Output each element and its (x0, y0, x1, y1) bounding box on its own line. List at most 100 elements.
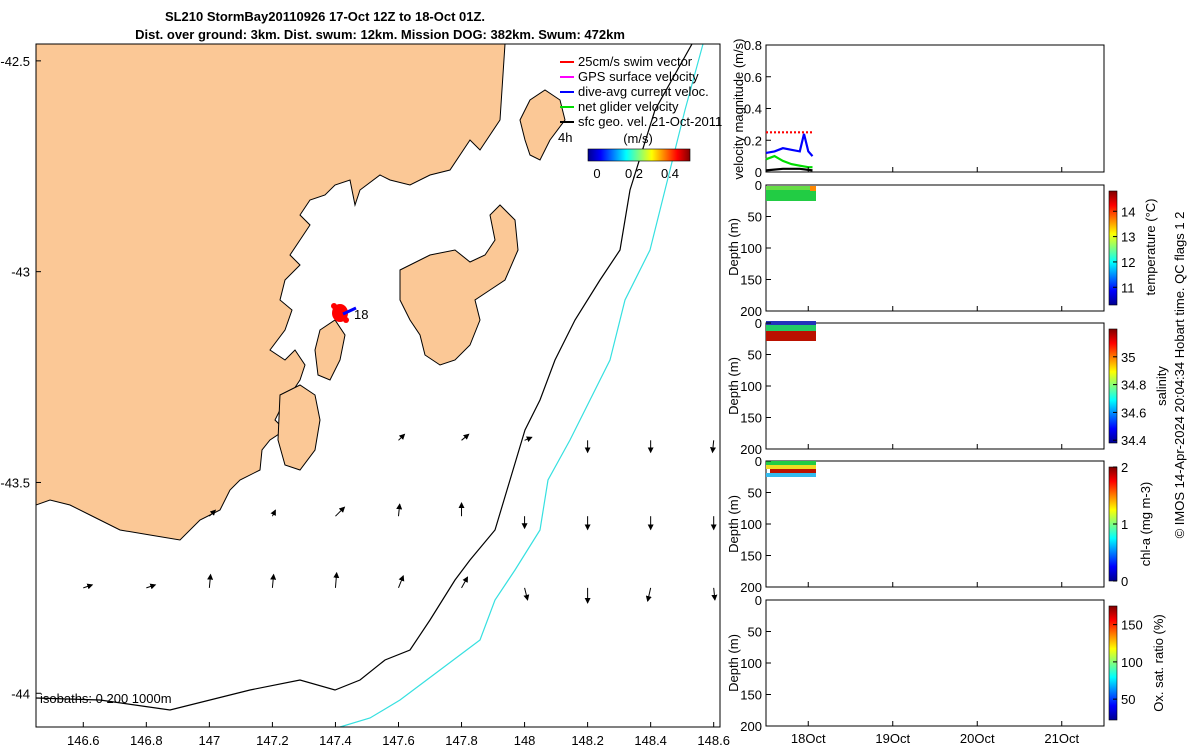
map-x-tick-label: 147.6 (382, 733, 415, 748)
salinity-clabel: salinity (1154, 366, 1169, 406)
temperature-colorbar-tick: 13 (1121, 230, 1135, 245)
oxygen-y-tick-label: 200 (740, 719, 762, 734)
map-y-ticks: -42.5 -43 -43.5 -44 (0, 54, 41, 701)
isobaths-label: isobaths: 0 200 1000m (40, 691, 172, 706)
chla-y-tick-label: 100 (740, 517, 762, 532)
oxygen-clabel: Ox. sat. ratio (%) (1151, 614, 1166, 712)
glider-track (331, 303, 357, 323)
legend-label: GPS surface velocity (578, 69, 699, 84)
temperature-y-tick-label: 150 (740, 273, 762, 288)
time-x-ticks: 18Oct 19Oct 20Oct 21Oct (791, 167, 1079, 746)
map-x-tick-label: 148.2 (571, 733, 604, 748)
land-peninsula (399, 204, 519, 366)
current-vector (398, 574, 405, 589)
time-x-tick-label: 19Oct (875, 731, 910, 746)
footer-text: © IMOS 14-Apr-2024 20:04:34 Hobart time.… (1172, 212, 1187, 539)
oxygen-colorbar (1108, 605, 1118, 721)
salinity-colorbar-tick: 35 (1121, 350, 1135, 365)
temperature-axes-box (765, 184, 1105, 312)
current-vector (209, 509, 217, 517)
land-peninsula-small (314, 319, 346, 381)
current-vector (524, 436, 533, 443)
map-x-tick-label: 146.8 (130, 733, 163, 748)
oxygen-y-tick-label: 150 (740, 688, 762, 703)
map-x-tick-label: 147.4 (319, 733, 352, 748)
velocity-y-tick-label: 0.2 (744, 133, 762, 148)
chla-colorbar-tick: 1 (1121, 517, 1128, 532)
temperature-clabel: temperature (°C) (1143, 199, 1158, 296)
map-y-tick-label: -43 (11, 265, 30, 280)
oxygen-colorbar-tick: 100 (1121, 655, 1143, 670)
isobath-1000 (339, 44, 704, 727)
colorbar-tick-0: 0 (593, 166, 600, 181)
chla-panel: Depth (m) chl-a (mg m-3) 2 1 0 (726, 460, 1153, 589)
salinity-y-tick-label: 100 (740, 379, 762, 394)
salinity-colorbar (1108, 328, 1118, 444)
temperature-y-tick-label: 100 (740, 241, 762, 256)
title-line-1: SL210 StormBay20110926 17-Oct 12Z to 18-… (165, 9, 485, 24)
map-x-ticks: 146.6 146.8 147 147.2 147.4 147.6 147.8 148 148.… (67, 722, 730, 748)
salinity-colorbar-tick: 34.4 (1121, 433, 1146, 448)
velocity-y-tick-label: 0.4 (744, 102, 762, 117)
legend-label: dive-avg current veloc. (578, 84, 709, 99)
map-x-tick-label: 147.2 (256, 733, 289, 748)
velocity-panel: 0 0.2 0.4 0.6 0.8 velocity magnitude (m/s) (731, 38, 1105, 180)
land-island-north (519, 89, 566, 161)
oxygen-colorbar-tick: 150 (1121, 618, 1143, 633)
current-vector (146, 583, 157, 590)
chla-y-tick-label: 200 (740, 580, 762, 595)
salinity-y-tick-label: 150 (740, 411, 762, 426)
map-x-tick-label: 147 (199, 733, 221, 748)
map-axes-box (35, 43, 721, 728)
current-vector (335, 506, 346, 517)
velocity-series (765, 131, 814, 172)
temperature-y-tick-label: 0 (755, 178, 762, 193)
current-vectors (83, 433, 718, 604)
temperature-y-tick-label: 50 (748, 210, 762, 225)
salinity-y-tick-label: 0 (755, 316, 762, 331)
current-vector (710, 440, 716, 454)
map-y-tick-label: -42.5 (0, 54, 30, 69)
chla-y-tick-label: 150 (740, 549, 762, 564)
oxygen-y-tick-label: 50 (748, 625, 762, 640)
legend-label: net glider velocity (578, 99, 679, 114)
salinity-axes-box (765, 322, 1105, 450)
chla-clabel: chl-a (mg m-3) (1138, 482, 1153, 567)
oxygen-panel: Depth (m) Ox. sat. ratio (%) 150 100 50 (726, 599, 1166, 727)
colorbar-title: (m/s) (623, 131, 653, 146)
map-x-tick-label: 148.4 (634, 733, 667, 748)
speed-colorbar (587, 148, 691, 162)
current-vector (83, 583, 94, 590)
velocity-series-line (765, 154, 813, 169)
colorbar-tick-2: 0.4 (661, 166, 679, 181)
temperature-colorbar-tick: 14 (1121, 204, 1135, 219)
temperature-panel: Depth (m) temperature (°C) 14 13 12 11 (726, 184, 1158, 312)
velocity-y-tick-label: 0.6 (744, 70, 762, 85)
current-vector (461, 433, 470, 441)
temperature-colorbar-tick: 11 (1121, 280, 1135, 295)
oxygen-axes-box (765, 599, 1105, 727)
velocity-axes-box (765, 44, 1105, 173)
current-vector (645, 587, 652, 603)
chla-axes-box (765, 460, 1105, 588)
map-panel: 18 146.6 146.8 147 147.2 147.4 147.6 147.8 148 1… (0, 43, 730, 748)
time-x-tick-label: 20Oct (960, 731, 995, 746)
legend-extra: 4h (558, 130, 572, 145)
temperature-y-tick-label: 200 (740, 304, 762, 319)
title-line-2: Dist. over ground: 3km. Dist. swum: 12km… (135, 27, 625, 42)
velocity-series-line (765, 133, 814, 157)
salinity-data (766, 321, 816, 325)
velocity-y-tick-label: 0 (755, 165, 762, 180)
map-x-tick-label: 148.6 (697, 733, 730, 748)
chla-colorbar-tick: 2 (1121, 460, 1128, 475)
oxygen-y-tick-label: 0 (755, 593, 762, 608)
current-vector (711, 587, 718, 601)
current-vector (461, 576, 469, 589)
isobath-200 (36, 44, 693, 711)
time-x-tick-label: 21Oct (1044, 731, 1079, 746)
current-vector (523, 587, 530, 601)
current-vector (333, 571, 340, 588)
land-mainland (36, 44, 506, 541)
current-vector (270, 509, 276, 517)
map-x-tick-label: 148 (514, 733, 536, 748)
